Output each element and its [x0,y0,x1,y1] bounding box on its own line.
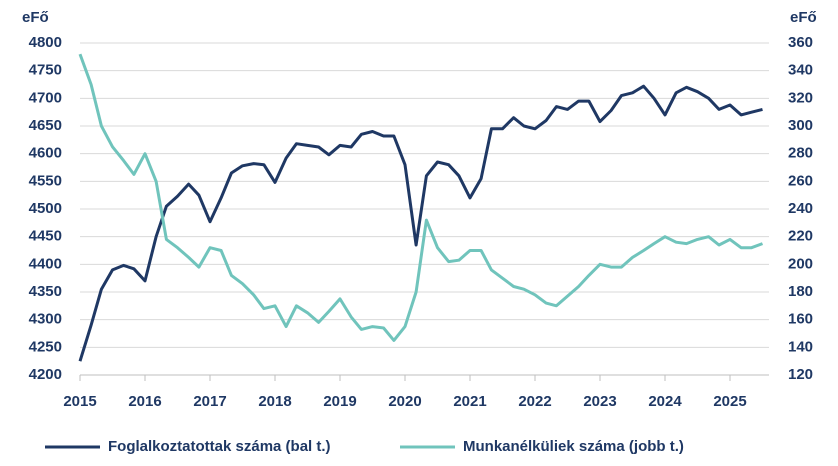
y2-tick-label: 180 [788,283,813,300]
x-tick-label: 2019 [323,393,356,410]
y2-tick-label: 260 [788,172,813,189]
x-tick-label: 2024 [648,393,682,410]
y-tick-label: 4650 [29,117,62,134]
x-tick-label: 2017 [193,393,226,410]
y-tick-label: 4450 [29,228,62,245]
series-line [78,84,763,362]
y-tick-label: 4600 [29,145,62,162]
y-tick-label: 4350 [29,283,62,300]
y2-axis-label: eFő [790,9,817,26]
y-axis-label: eFő [22,9,49,26]
x-tick-label: 2022 [518,393,551,410]
legend-label: Munkanélküliek száma (jobb t.) [463,438,684,455]
y2-tick-label: 240 [788,200,813,217]
y-tick-label: 4700 [29,89,62,106]
y2-tick-label: 120 [788,366,813,383]
y2-tick-label: 360 [788,34,813,51]
y2-tick-label: 140 [788,338,813,355]
y-tick-label: 4250 [29,338,62,355]
x-tick-label: 2020 [388,393,421,410]
x-tick-label: 2023 [583,393,616,410]
series-line [78,53,764,342]
x-tick-label: 2021 [453,393,486,410]
x-tick-label: 2016 [128,393,161,410]
y-tick-label: 4500 [29,200,62,217]
y-tick-label: 4550 [29,172,62,189]
y2-tick-label: 320 [788,89,813,106]
y-tick-label: 4200 [29,366,62,383]
x-tick-label: 2025 [713,393,746,410]
y2-tick-label: 280 [788,145,813,162]
y2-tick-label: 300 [788,117,813,134]
y2-tick-label: 220 [788,228,813,245]
y-tick-label: 4400 [29,255,62,272]
y2-tick-label: 340 [788,62,813,79]
y2-tick-label: 200 [788,255,813,272]
y-tick-label: 4300 [29,311,62,328]
x-tick-label: 2015 [63,393,96,410]
y2-tick-label: 160 [788,311,813,328]
x-tick-label: 2018 [258,393,291,410]
y-tick-label: 4750 [29,62,62,79]
y-tick-label: 4800 [29,34,62,51]
legend-label: Foglalkoztatottak száma (bal t.) [108,438,331,455]
